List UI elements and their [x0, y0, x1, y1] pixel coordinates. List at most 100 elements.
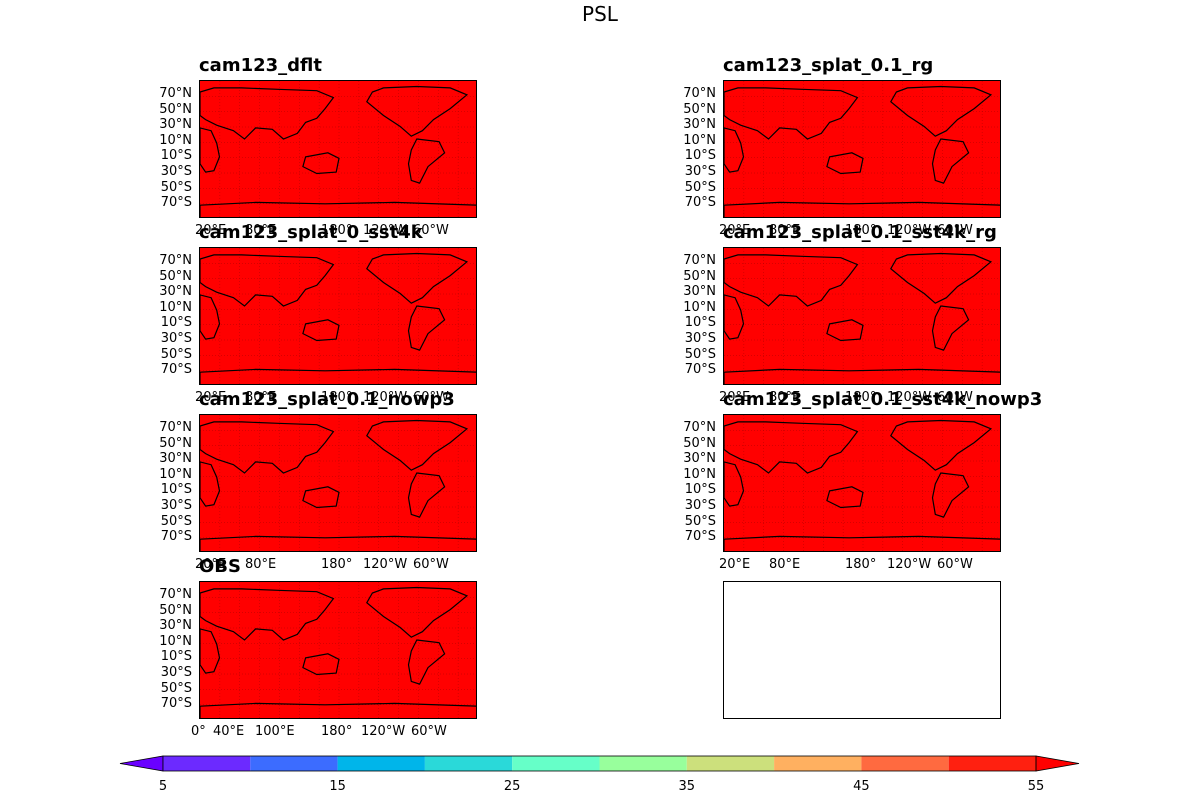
lat-tick-label: 50°N: [683, 435, 716, 451]
lon-tick-label: 180°: [321, 557, 353, 572]
lat-tick-label: 70°S: [160, 195, 192, 211]
lat-tick-label: 30°S: [684, 164, 716, 179]
coastline: [724, 535, 1000, 551]
coastline: [200, 294, 221, 340]
lat-tick-label: 70°S: [684, 362, 716, 378]
lat-tick-label: 10°N: [683, 299, 716, 315]
coastline-map: [724, 248, 1000, 384]
lat-tick-label: 30°N: [683, 284, 716, 300]
coastline: [302, 319, 340, 342]
coastline: [407, 639, 446, 685]
lat-tick-label: 30°S: [684, 331, 716, 346]
coastline: [724, 294, 745, 340]
lon-tick-label: 20°E: [195, 223, 227, 238]
lon-tick-label: 100°E: [255, 724, 295, 739]
colorbar-tick-label: 15: [329, 779, 346, 794]
lon-tick-label: 120°W: [363, 223, 408, 238]
coastline: [200, 702, 476, 718]
map-panel: [723, 414, 1001, 552]
coastline: [407, 138, 446, 184]
lon-tick-label: 180°: [321, 223, 353, 238]
colorbar-bin: [686, 756, 775, 771]
colorbar-bin: [163, 756, 251, 771]
map-panel: [199, 581, 477, 719]
lat-tick-label: 50°S: [684, 179, 716, 195]
coastline-map: [200, 582, 476, 718]
coastline: [200, 461, 221, 507]
coastline: [724, 127, 745, 173]
panel-title: cam123_splat_0_sst4k: [199, 222, 423, 243]
coastline-map: [200, 81, 476, 217]
coastline: [724, 421, 859, 474]
lat-tick-label: 70°S: [160, 696, 192, 712]
lat-tick-label: 50°S: [684, 346, 716, 362]
lat-tick-label: 30°N: [683, 451, 716, 467]
lon-tick-label: 60°W: [411, 724, 447, 739]
lon-tick-label: 180°: [321, 724, 353, 739]
colorbar-tick-label: 45: [853, 779, 870, 794]
map-panel: [199, 80, 477, 218]
empty-panel: [723, 581, 1001, 719]
lon-tick-label: 40°E: [213, 724, 245, 739]
lat-tick-label: 10°S: [160, 482, 192, 498]
coastline: [724, 254, 859, 307]
lon-tick-label: 120°W: [363, 390, 408, 405]
colorbar-extend-high: [1035, 755, 1080, 772]
lat-tick-label: 30°N: [159, 284, 192, 300]
lon-tick-label: 180°: [321, 390, 353, 405]
map-panel: [199, 414, 477, 552]
lat-tick-label: 10°N: [159, 132, 192, 148]
lat-tick-label: 30°N: [159, 117, 192, 133]
coastline: [724, 368, 1000, 384]
lon-tick-label: 20°E: [719, 223, 751, 238]
coastline: [366, 252, 469, 304]
lat-tick-label: 70°S: [160, 362, 192, 378]
lon-tick-label: 120°W: [363, 557, 408, 572]
lat-tick-label: 50°N: [159, 268, 192, 284]
map-panel: [199, 247, 477, 385]
coastline: [724, 87, 859, 140]
lon-tick-label: 120°W: [887, 390, 932, 405]
lat-tick-label: 10°N: [159, 299, 192, 315]
colorbar-frame: [162, 755, 1037, 772]
lon-tick-label: 60°W: [937, 223, 973, 238]
coastline: [200, 254, 335, 307]
lat-tick-label: 50°S: [684, 513, 716, 529]
lon-tick-label: 80°E: [769, 390, 801, 405]
figure-title: PSL: [582, 2, 618, 26]
lat-tick-label: 10°S: [160, 649, 192, 665]
lat-tick-label: 70°N: [159, 86, 192, 101]
coastline: [200, 588, 335, 641]
coastline: [931, 138, 970, 184]
lon-tick-label: 80°E: [769, 223, 801, 238]
lon-tick-label: 180°: [845, 557, 877, 572]
coastline-map: [200, 415, 476, 551]
lat-tick-label: 50°N: [683, 101, 716, 117]
coastline: [826, 152, 864, 175]
lon-tick-label: 80°E: [245, 557, 277, 572]
coastline: [890, 419, 993, 471]
map-panel: [723, 247, 1001, 385]
coastline: [826, 486, 864, 509]
lon-tick-label: 80°E: [245, 223, 277, 238]
lat-tick-label: 30°N: [159, 451, 192, 467]
colorbar-extend-low: [119, 755, 164, 772]
lat-tick-label: 30°N: [159, 618, 192, 634]
lat-tick-label: 70°S: [160, 529, 192, 545]
coastline: [407, 305, 446, 351]
lon-tick-label: 20°E: [195, 557, 227, 572]
coastline: [724, 201, 1000, 217]
lat-tick-label: 70°N: [683, 86, 716, 101]
coastline: [200, 628, 221, 674]
colorbar-tick-label: 25: [503, 779, 521, 794]
coastline: [302, 486, 340, 509]
map-panel: [723, 80, 1001, 218]
colorbar-bin: [250, 756, 338, 771]
lat-tick-label: 10°S: [160, 148, 192, 164]
lon-tick-label: 20°E: [195, 390, 227, 405]
colorbar-bin: [861, 756, 949, 771]
coastline: [302, 152, 340, 175]
coastline: [200, 421, 335, 474]
coastline: [200, 368, 476, 384]
lat-tick-label: 10°S: [160, 315, 192, 331]
